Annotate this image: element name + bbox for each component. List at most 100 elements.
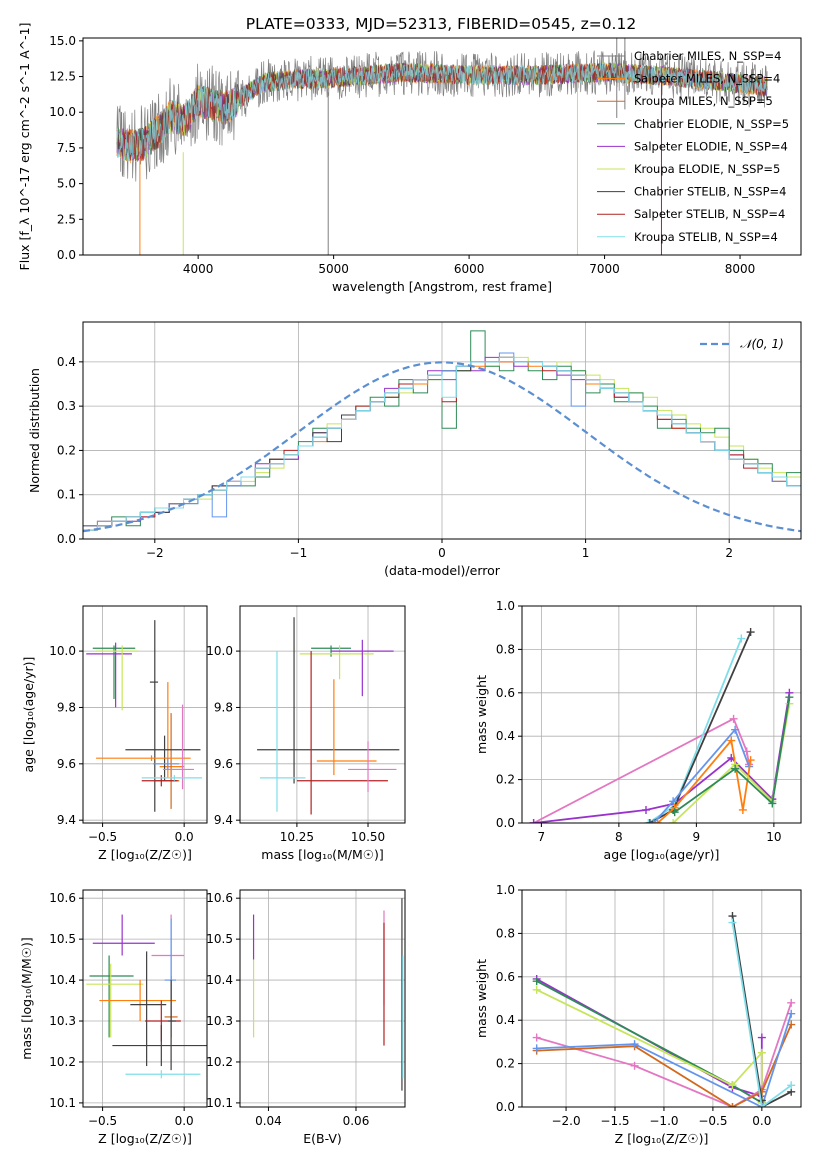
weight-marker-SM [653,819,662,823]
weight-marker-CE [768,799,777,808]
x-tick-label: 8 [615,830,623,844]
y-axis-label: mass weight [474,675,489,754]
weight-line-AP [533,717,750,823]
y-tick-label: 0.2 [496,773,515,787]
weight-marker-KE [669,819,678,823]
weight-marker-KE [532,985,541,994]
weight-marker-AP [729,714,738,723]
y-tick-label: 1.0 [496,883,515,897]
x-tick-label: −1 [290,546,308,560]
y-axis-label: mass [log₁₀(M/M☉)] [19,937,34,1059]
y-tick-label: 0.0 [496,1100,515,1114]
weight-marker-KM [728,1103,737,1107]
weight-marker-AM [630,1040,639,1049]
weight-marker-KS [787,1081,796,1090]
panel-age_vs_Z: −0.5 0.0 9.4 9.6 9.8 10.0 Z [log₁₀(Z/Z☉)] age [… [21,605,208,862]
x-tick-label: 5000 [318,262,349,276]
y-axis-label: Flux [f_λ 10^-17 erg cm^-2 s^-1 A^-1] [17,23,32,271]
weight-line-KM [536,1024,793,1107]
x-tick-label: −2 [146,546,164,560]
x-axis-label: E(B-V) [303,1131,342,1146]
legend-label: Kroupa MILES, N_SSP=5 [634,94,773,108]
histogram-step-CS [83,356,801,527]
panel-mass_weight_vs_Z: −2.0 −1.5 −1.0 −0.5 0.0 0.0 0.2 0.4 0.6 0.8 1.0 Z [… [474,883,802,1146]
y-tick-label: 0.3 [57,399,76,413]
weight-marker-SM [727,736,736,745]
x-axis-label: Z [log₁₀(Z/Z☉)] [615,1131,709,1146]
legend-label: Chabrier MILES, N_SSP=4 [634,49,781,63]
y-tick-label: 0.2 [57,443,76,457]
weight-line-AM [536,1013,793,1107]
plot-area-age_vs_Z [86,620,203,812]
y-tick-label: 9.4 [57,813,76,827]
x-axis-label: (data-model)/error [384,563,501,578]
y-tick-label: 10.5 [49,932,76,946]
legend-label: Kroupa STELIB, N_SSP=4 [634,230,778,244]
weight-line-SM [657,738,752,823]
weight-marker-CS [746,628,755,637]
weight-marker-KS [728,918,737,927]
axes-frame [82,37,802,256]
weight-marker-AM [731,725,740,734]
weight-marker-SE [757,1033,766,1042]
x-tick-label: −0.5 [88,1114,117,1128]
weight-line-KE [536,988,763,1103]
x-axis-label: Z [log₁₀(Z/Z☉)] [98,847,192,862]
panel-mass_vs_EBV: 0.04 0.06 10.1 10.2 10.3 10.4 10.5 10.6 E(B-V) [206,889,406,1146]
y-tick-label: 0.0 [57,532,76,546]
weight-marker-CE [670,808,679,817]
weight-line-AM [653,727,750,823]
x-tick-label: 4000 [183,262,214,276]
x-tick-label: 7000 [589,262,620,276]
x-tick-label: −0.5 [88,830,117,844]
y-tick-label: 0.6 [496,686,515,700]
weight-line-KS [731,922,792,1107]
weight-marker-AP [787,998,796,1007]
y-tick-label: 9.6 [214,757,233,771]
legend-label-normal: 𝒩(0, 1) [740,337,784,351]
y-tick-label: 0.0 [496,816,515,830]
plot-area-age_vs_mass [257,617,400,815]
y-tick-label: 0.8 [496,642,515,656]
spectrum-legend: Chabrier MILES, N_SSP=4 Salpeter MILES, N… [597,49,789,244]
x-tick-label: 9 [693,830,701,844]
y-tick-label: 1.0 [496,599,515,613]
y-tick-label: 10.3 [206,1014,233,1028]
panel-residuals: −2 −1 0 1 2 0.0 0.1 0.2 0.3 0.4 (data-model)/error… [27,321,802,578]
histogram-step-SM [83,361,801,527]
y-tick-label: 10.0 [206,644,233,658]
y-tick-label: 0.4 [57,355,76,369]
normal-reference-curve [83,361,801,533]
x-axis-label: Z [log₁₀(Z/Z☉)] [98,1131,192,1146]
weight-marker-KE [757,1048,766,1057]
panel-age_vs_mass: 10.25 10.50 9.4 9.6 9.8 10.0 mass [log₁₀(M/M☉)… [206,605,406,862]
weight-marker-SM [738,805,747,814]
x-tick-label: 10 [766,830,781,844]
x-tick-label: 0 [438,546,446,560]
y-tick-label: 7.5 [57,141,76,155]
axes-frame [82,889,208,1108]
weight-marker-CE [785,693,794,702]
legend-label: Salpeter MILES, N_SSP=4 [634,72,780,86]
plots-layer: 4000 5000 6000 7000 80000.02.55.07.510.012.5… [17,23,802,1146]
x-tick-label: −1.0 [649,1114,678,1128]
plot-area-mass_vs_Z [86,914,207,1079]
y-tick-label: 9.4 [214,813,233,827]
x-tick-label: 0.04 [255,1114,282,1128]
weight-line-AP [536,1002,793,1107]
x-tick-label: −0.5 [698,1114,727,1128]
y-tick-label: 10.6 [49,891,76,905]
weight-marker-AM [787,1009,796,1018]
weight-marker-KS [737,634,746,643]
weight-marker-KE [728,1081,737,1090]
y-tick-label: 0.1 [57,488,76,502]
y-tick-label: 0.4 [496,1013,515,1027]
weight-marker-KS [644,819,653,823]
plot-area-mass_weight_vs_Z [532,912,796,1107]
x-tick-label: 8000 [725,262,756,276]
panel-mass_vs_Z: −0.5 0.0 10.1 10.2 10.3 10.4 10.5 10.6 Z [log₁₀(… [19,889,208,1146]
y-tick-label: 9.8 [57,700,76,714]
plot-area-mass_weight_vs_age [529,628,794,823]
y-tick-label: 2.5 [57,212,76,226]
y-tick-label: 0.2 [496,1057,515,1071]
